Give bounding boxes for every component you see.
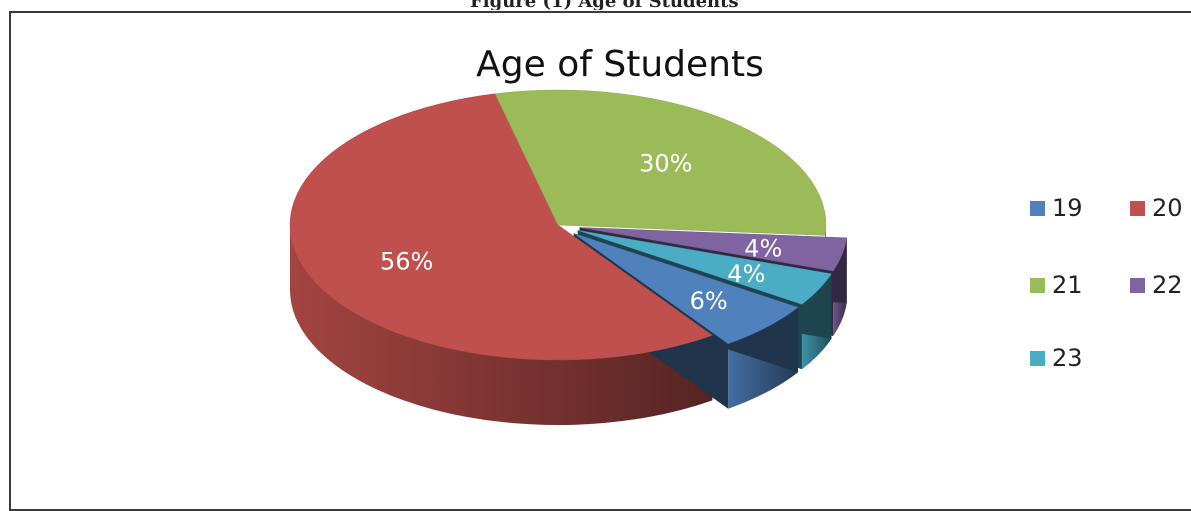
data-label-20: 56% xyxy=(380,248,433,276)
chart-legend: 19 20 21 22 23 xyxy=(1030,188,1191,388)
legend-item-20: 20 xyxy=(1130,188,1183,228)
legend-swatch xyxy=(1030,350,1045,366)
data-label-19: 6% xyxy=(690,287,728,315)
legend-label: 22 xyxy=(1152,271,1183,299)
data-label-22: 4% xyxy=(744,234,782,262)
pie-slice-19 xyxy=(573,233,799,345)
legend-item-21: 21 xyxy=(1030,265,1083,305)
legend-swatch xyxy=(1030,200,1045,216)
legend-item-19: 19 xyxy=(1030,188,1083,228)
legend-swatch xyxy=(1030,277,1045,293)
legend-label: 20 xyxy=(1152,194,1183,222)
legend-swatch xyxy=(1130,200,1145,216)
caption-fragment: Figure (1) Age of Students xyxy=(0,0,1191,10)
legend-item-22: 22 xyxy=(1130,265,1183,305)
data-label-21: 30% xyxy=(639,149,692,177)
pie-slice-20 xyxy=(289,93,713,361)
legend-label: 21 xyxy=(1052,271,1083,299)
pie-slice-21 xyxy=(494,89,827,236)
pie-chart: 6% 56% 30% 4%4% xyxy=(289,89,848,425)
pie-wall-20 xyxy=(290,225,713,425)
legend-label: 19 xyxy=(1052,194,1083,222)
pie-slice-23 xyxy=(577,230,832,305)
legend-label: 23 xyxy=(1052,344,1083,372)
data-label-23: 4% xyxy=(727,260,765,288)
legend-item-23: 23 xyxy=(1030,338,1083,378)
chart-title: Age of Students xyxy=(476,44,764,85)
legend-swatch xyxy=(1130,277,1145,293)
pie-slice-22 xyxy=(579,227,848,272)
